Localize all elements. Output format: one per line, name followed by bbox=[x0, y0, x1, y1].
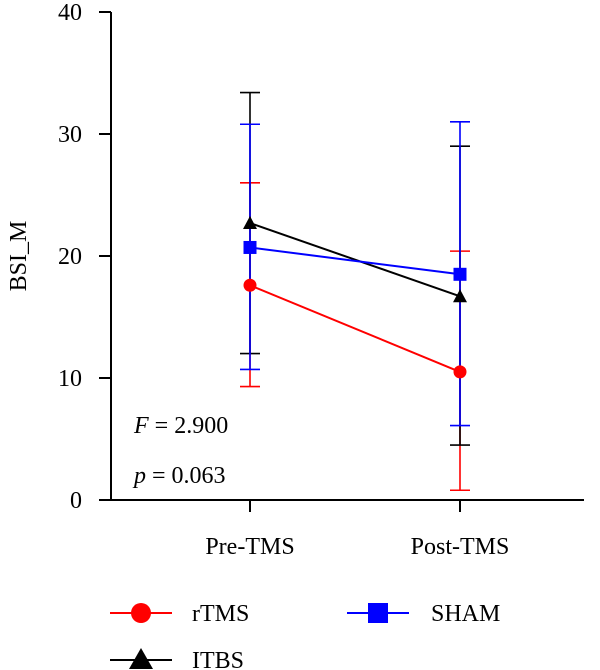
legend-label-sham: SHAM bbox=[431, 601, 500, 627]
p-symbol: p bbox=[132, 463, 146, 489]
y-tick-label-40: 40 bbox=[58, 0, 82, 26]
series-lines bbox=[249, 222, 461, 373]
point-sham-Pre-TMS bbox=[243, 240, 257, 254]
legend-marker-rtms bbox=[131, 603, 151, 623]
x-tick-label-Pre-TMS: Pre-TMS bbox=[205, 534, 294, 560]
f-statistic: F = 2.900 bbox=[133, 413, 228, 439]
y-tick-label-30: 30 bbox=[58, 122, 82, 148]
p-value: = 0.063 bbox=[146, 463, 226, 489]
y-tick-label-20: 20 bbox=[58, 244, 82, 270]
p-value-text: p = 0.063 bbox=[132, 463, 226, 489]
point-itbs-Post-TMS bbox=[453, 289, 467, 303]
legend-marker-sham bbox=[368, 603, 388, 623]
series-line-sham bbox=[249, 246, 461, 276]
error-bars bbox=[240, 91, 470, 492]
series-line-itbs bbox=[249, 222, 461, 298]
legend: rTMS ITBS SHAM bbox=[110, 601, 500, 670]
axes: 0 10 20 30 40 Pre-TMS Post-TMS bbox=[58, 0, 584, 560]
y-tick-label-10: 10 bbox=[58, 366, 82, 392]
y-tick-label-0: 0 bbox=[70, 488, 82, 514]
point-itbs-Pre-TMS bbox=[243, 216, 257, 230]
point-rtms-Pre-TMS bbox=[243, 278, 257, 292]
legend-item-sham: SHAM bbox=[347, 601, 500, 627]
legend-label-itbs: ITBS bbox=[192, 648, 244, 670]
legend-marker-itbs bbox=[129, 648, 153, 669]
series-line-rtms bbox=[249, 284, 461, 373]
x-tick-label-Post-TMS: Post-TMS bbox=[411, 534, 510, 560]
legend-label-rtms: rTMS bbox=[192, 601, 249, 627]
point-sham-Post-TMS bbox=[453, 267, 467, 281]
series-markers bbox=[243, 216, 467, 379]
y-axis-label: BSI_M bbox=[6, 221, 32, 292]
legend-item-itbs: ITBS bbox=[110, 648, 244, 670]
legend-item-rtms: rTMS bbox=[110, 601, 249, 627]
f-symbol: F bbox=[133, 413, 149, 439]
f-value: = 2.900 bbox=[149, 413, 229, 439]
point-rtms-Post-TMS bbox=[453, 365, 467, 379]
